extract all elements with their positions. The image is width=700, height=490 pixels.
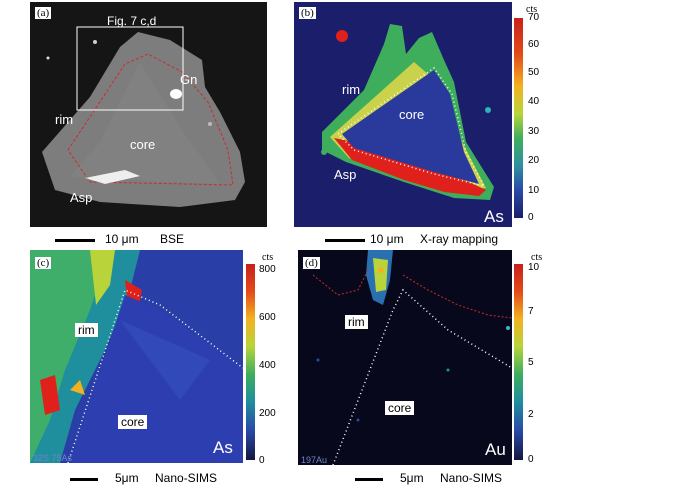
scale-bar-d bbox=[355, 478, 383, 481]
colorbar-b-tick: 40 bbox=[528, 96, 540, 107]
panel-c-letter: (c) bbox=[35, 257, 52, 269]
panel-b-image bbox=[294, 2, 512, 227]
mode-label-a: BSE bbox=[160, 232, 185, 246]
asp-label: Asp bbox=[70, 190, 93, 205]
asp-label-b: Asp bbox=[334, 167, 357, 182]
colorbar-b-tick: 50 bbox=[528, 67, 540, 78]
scale-label-c: 5μm bbox=[115, 471, 139, 485]
gn-label: Gn bbox=[180, 72, 198, 87]
element-label-c: As bbox=[213, 438, 233, 457]
colorbar-d-tick: 2 bbox=[528, 409, 534, 420]
scale-bar-b bbox=[325, 239, 365, 242]
mode-label-c: Nano-SIMS bbox=[155, 471, 218, 485]
sims-as-core-boundary bbox=[67, 288, 244, 464]
colorbar-b-title: cts bbox=[526, 4, 538, 15]
colorbar-b-tick: 70 bbox=[528, 12, 540, 23]
mode-label-b: X-ray mapping bbox=[420, 232, 499, 246]
colorbar-d bbox=[514, 264, 523, 460]
sims-as-core-region bbox=[70, 295, 243, 463]
rim-label-d: rim bbox=[345, 315, 368, 329]
element-label-b: As bbox=[484, 207, 504, 226]
panel-d-letter: (d) bbox=[303, 257, 320, 269]
scale-bar-a bbox=[55, 239, 95, 242]
asp-grain bbox=[85, 170, 140, 184]
panel-a-image bbox=[30, 2, 267, 227]
colorbar-d-title: cts bbox=[531, 252, 543, 263]
panel-b-letter: (b) bbox=[299, 7, 316, 19]
sims-au-core-boundary bbox=[332, 288, 513, 466]
colorbar-b-tick: 60 bbox=[528, 39, 540, 50]
colorbar-c-tick: 0 bbox=[259, 455, 265, 466]
colorbar-b-tick: 30 bbox=[528, 126, 540, 137]
rim-label-b: rim bbox=[342, 82, 361, 97]
panel-d-image bbox=[298, 250, 513, 466]
panel-a: (a) Fig. 7 c,d Gn rim core Asp bbox=[30, 2, 267, 227]
mode-label-d: Nano-SIMS bbox=[440, 471, 503, 485]
panel-c-image bbox=[30, 250, 244, 464]
element-label-d: Au bbox=[485, 440, 506, 459]
scale-label-b: 10 μm bbox=[370, 232, 404, 246]
rim-label: rim bbox=[55, 112, 74, 127]
core-label-c: core bbox=[118, 415, 148, 429]
colorbar-c-tick: 600 bbox=[259, 312, 276, 323]
core-label-d: core bbox=[385, 401, 415, 415]
panel-a-letter: (a) bbox=[35, 7, 52, 19]
scale-label-d: 5μm bbox=[400, 471, 424, 485]
core-label: core bbox=[130, 137, 156, 152]
colorbar-d-tick: 0 bbox=[528, 454, 534, 465]
colorbar-b-tick: 20 bbox=[528, 155, 540, 166]
scale-bar-c bbox=[70, 478, 98, 481]
sims-au-rim-line bbox=[312, 269, 513, 319]
bse-rim-boundary bbox=[67, 53, 234, 186]
colorbar-c-tick: 800 bbox=[259, 264, 276, 275]
panel-b: (b) rim core Asp As bbox=[294, 2, 512, 227]
galena-grain bbox=[170, 89, 182, 99]
colorbar-d-tick: 7 bbox=[528, 306, 534, 317]
isotope-label-d: 197Au bbox=[301, 455, 328, 465]
xray-core-region bbox=[342, 70, 479, 184]
colorbar-b-tick: 10 bbox=[528, 185, 540, 196]
colorbar-d-tick: 10 bbox=[528, 262, 540, 273]
colorbar-c bbox=[246, 264, 255, 460]
colorbar-c-title: cts bbox=[262, 252, 274, 263]
panel-c: (c) rim core As 32S 75As bbox=[30, 250, 244, 464]
colorbar-b bbox=[514, 18, 523, 218]
fig7-inset-box bbox=[76, 26, 184, 111]
colorbar-c-tick: 400 bbox=[259, 360, 276, 371]
colorbar-b-tick: 0 bbox=[528, 212, 534, 223]
panel-d: (d) rim core Au 197Au bbox=[298, 250, 513, 466]
core-label-b: core bbox=[399, 107, 425, 122]
colorbar-d-tick: 5 bbox=[528, 357, 534, 368]
fig-ref-label: Fig. 7 c,d bbox=[107, 14, 157, 28]
scale-label-a: 10 μm bbox=[105, 232, 139, 246]
colorbar-c-tick: 200 bbox=[259, 408, 276, 419]
rim-label-c: rim bbox=[75, 323, 98, 337]
isotope-label-c: 32S 75As bbox=[33, 453, 73, 463]
